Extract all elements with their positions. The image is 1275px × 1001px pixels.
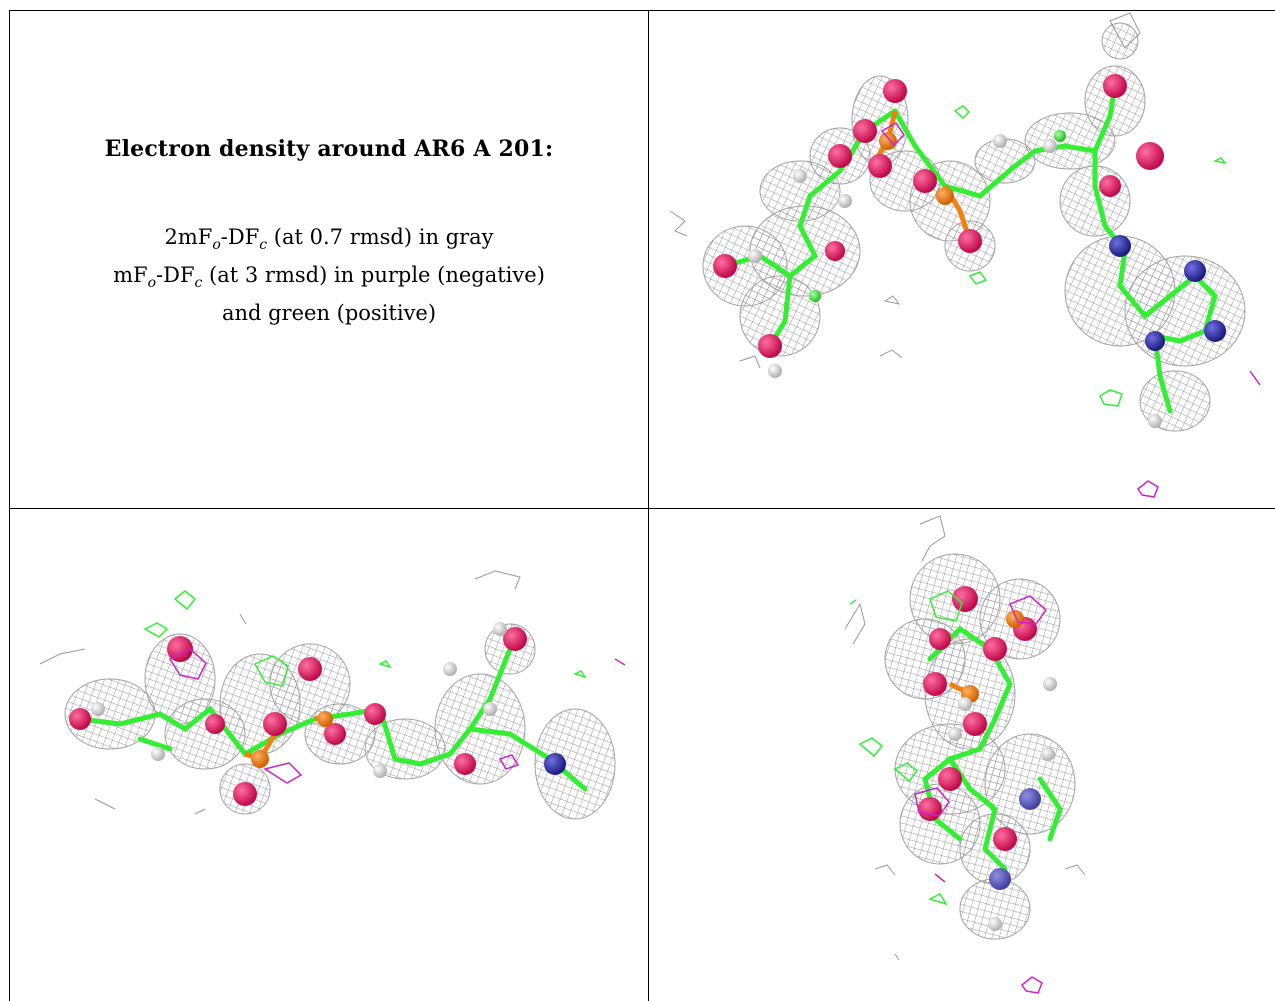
- stray-gray-fragments: [844, 515, 1086, 961]
- density-image-bottom-left: [39, 570, 626, 820]
- border-left: [9, 10, 10, 1001]
- border-middle-horizontal: [9, 508, 1275, 509]
- atom-spheres: [69, 622, 566, 806]
- purple-density-mesh: [168, 648, 626, 784]
- stray-gray-fragments: [39, 570, 521, 815]
- figure-caption: Electron density around AR6 A 201: 2mFo-…: [9, 10, 649, 508]
- atom-spheres: [713, 74, 1226, 428]
- density-view-bottom-right: [650, 509, 1275, 1001]
- purple-density-mesh: [914, 595, 1048, 994]
- green-density-mesh: [953, 105, 1227, 407]
- gray-density-mesh: [702, 22, 1246, 432]
- density-view-bottom-left: [10, 509, 647, 1001]
- caption-legend: 2mFo-DFc (at 0.7 rmsd) in gray mFo-DFc (…: [9, 222, 649, 328]
- stray-gray-fragments: [669, 12, 1141, 369]
- green-density-mesh: [849, 590, 963, 906]
- caption-title: Electron density around AR6 A 201:: [104, 136, 554, 162]
- green-density-mesh: [143, 590, 587, 687]
- purple-density-mesh: [880, 122, 1261, 498]
- gray-density-mesh: [64, 623, 616, 820]
- density-image-top-right: [669, 12, 1261, 498]
- density-view-top-right: [650, 11, 1275, 507]
- legend-green-line: and green (positive): [221, 301, 437, 326]
- border-middle: [648, 10, 649, 1001]
- density-image-bottom-right: [844, 515, 1086, 994]
- legend-gray-line: 2mFo-DFc (at 0.7 rmsd) in gray: [164, 225, 494, 254]
- legend-purple-line: mFo-DFc (at 3 rmsd) in purple (negative): [113, 263, 545, 292]
- atom-spheres: [918, 586, 1057, 931]
- border-top: [9, 10, 1275, 11]
